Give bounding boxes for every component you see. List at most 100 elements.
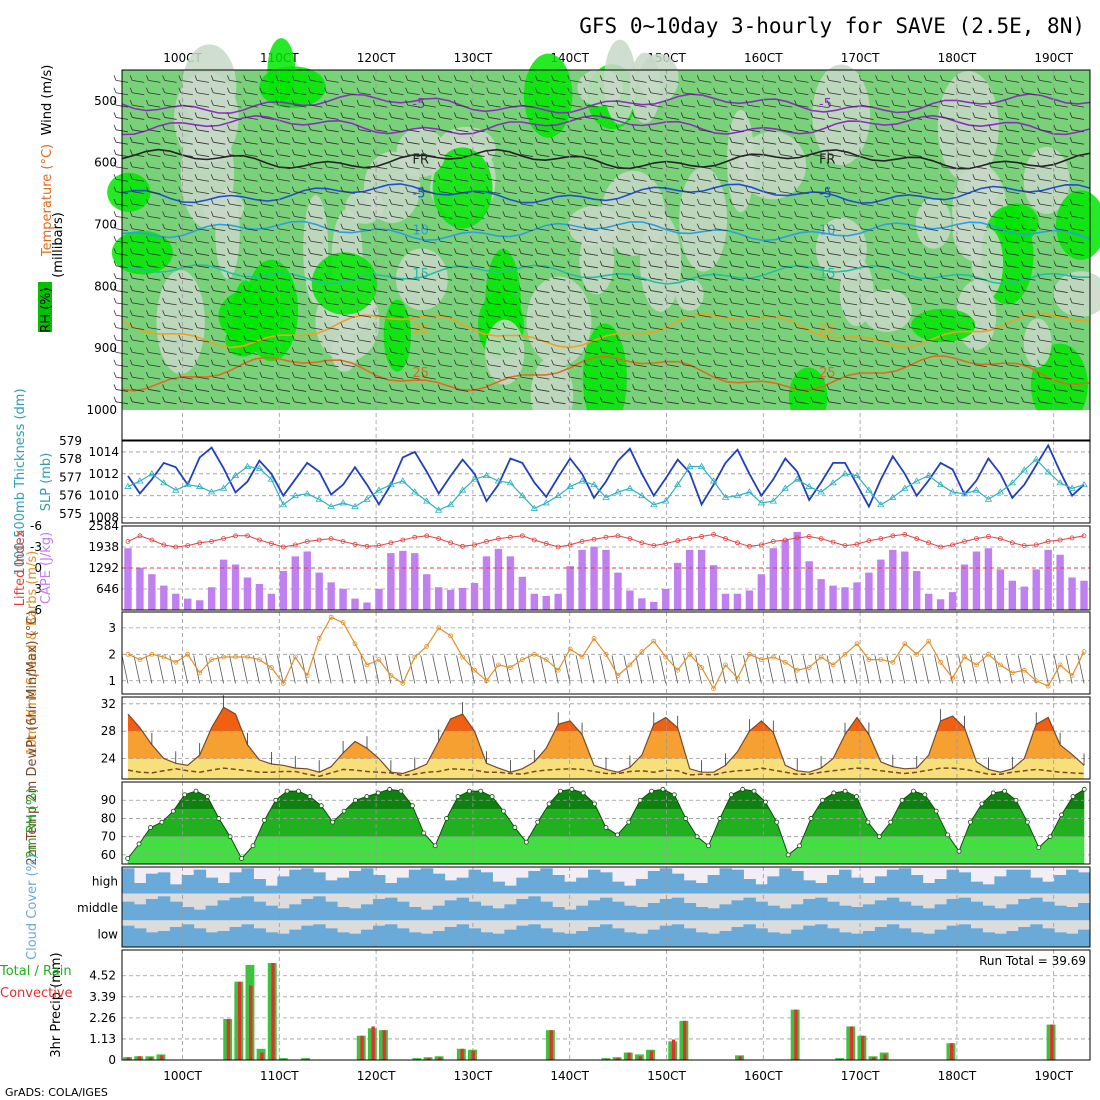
rh-dry-patch xyxy=(629,52,661,124)
rh-dry-patch xyxy=(180,119,235,229)
wind-barb xyxy=(632,273,647,281)
wind-barb xyxy=(810,371,825,380)
thickness-point xyxy=(1056,479,1064,486)
cloud-bar xyxy=(289,929,302,947)
wind-barb xyxy=(972,87,987,96)
wind-barb xyxy=(875,124,890,133)
wind-barb xyxy=(340,99,355,108)
cloud-bar xyxy=(1018,869,1031,894)
wind-barb xyxy=(713,174,728,182)
wind-barb xyxy=(146,211,161,219)
wind-barb xyxy=(210,124,226,133)
cape-bar xyxy=(829,585,837,610)
cloud-bar xyxy=(934,929,948,947)
wind-barb xyxy=(340,87,355,96)
wind-barb xyxy=(453,223,469,232)
dewpoint-line xyxy=(127,767,1085,778)
wind-speed-point xyxy=(209,657,215,663)
wind-barb xyxy=(615,347,631,355)
wind-barb-10m xyxy=(838,655,846,684)
wind-barb xyxy=(615,211,631,219)
wind-barb xyxy=(534,99,550,108)
wind-barb xyxy=(842,396,858,405)
wind-barb xyxy=(340,124,355,133)
temperature-contour xyxy=(121,264,1090,285)
wind-barb xyxy=(940,124,955,133)
lifted-index-point xyxy=(137,533,143,539)
wind-barb xyxy=(745,223,760,232)
wind-barb xyxy=(858,99,874,108)
cloud-bar xyxy=(480,932,493,947)
cloud-bar xyxy=(1018,899,1031,921)
rh-point xyxy=(307,794,313,799)
thickness-point xyxy=(841,470,849,477)
wind-barb xyxy=(502,359,517,368)
wind-barb xyxy=(389,198,404,207)
wind-barb xyxy=(486,235,501,244)
cloud-bar xyxy=(779,908,792,921)
wind-barb xyxy=(437,396,453,405)
precip-convective-bar xyxy=(471,1050,475,1060)
wind-barb xyxy=(1037,99,1052,108)
wind-barb xyxy=(534,334,550,343)
thickness-point xyxy=(745,488,754,495)
wind-speed-point xyxy=(340,620,346,625)
rh-point xyxy=(876,834,882,840)
wind-barb xyxy=(1053,235,1068,244)
wind-barb xyxy=(891,310,906,318)
wind-barb xyxy=(648,248,663,256)
wind-barb xyxy=(1021,396,1036,405)
wind-barb xyxy=(583,384,598,392)
wind-barb xyxy=(340,112,355,120)
wind-barb xyxy=(405,273,420,281)
cloud-bar xyxy=(229,897,243,921)
wind-barb xyxy=(696,310,712,318)
cape-bar xyxy=(219,559,228,610)
wind-barb xyxy=(518,75,534,83)
lifted-index-point xyxy=(579,539,585,544)
wind-barb xyxy=(259,273,274,281)
wind-barb xyxy=(842,75,858,83)
cloud-bar xyxy=(265,932,278,947)
cape-bar xyxy=(614,572,622,610)
wind-barb xyxy=(777,297,793,306)
wind-barb xyxy=(810,235,825,244)
cloud-bar xyxy=(623,932,637,947)
wind-barb xyxy=(875,137,890,145)
wind-barb xyxy=(988,384,1004,392)
cloud-bar xyxy=(564,881,577,894)
wind-barb xyxy=(680,174,696,182)
rh-point xyxy=(193,788,199,794)
wind-barb xyxy=(956,297,971,306)
chart-title: GFS 0~10day 3-hourly for SAVE (2.5E, 8N) xyxy=(579,14,1085,38)
wind-barb xyxy=(178,223,193,232)
wind-barb xyxy=(470,334,485,343)
wind-barb-10m xyxy=(515,655,523,684)
lifted-index-point xyxy=(663,541,669,546)
wind-barb xyxy=(534,347,550,355)
wind-barb xyxy=(810,99,825,108)
wind-barb xyxy=(308,371,323,380)
wind-barb xyxy=(129,347,145,355)
wind-barb xyxy=(534,396,550,405)
wind-barb xyxy=(1069,174,1085,182)
wind-barb xyxy=(842,248,858,256)
rh-band xyxy=(127,789,1085,810)
wind-barb xyxy=(680,186,696,195)
wind-barb xyxy=(858,248,874,256)
wind-barb xyxy=(129,161,145,170)
cloud-bar xyxy=(671,924,685,947)
rh-point xyxy=(592,801,598,807)
cloud-bar xyxy=(946,869,960,894)
wind-barb xyxy=(437,359,453,368)
wind-barb xyxy=(891,161,906,170)
wind-barb xyxy=(194,112,210,120)
rh-point xyxy=(182,792,188,798)
cloud-bar xyxy=(480,872,493,894)
wind-barb xyxy=(275,334,291,343)
wind-barb xyxy=(1053,285,1068,293)
wind-barb xyxy=(713,186,728,195)
wind-barb xyxy=(1021,371,1036,380)
wind-barb xyxy=(146,359,161,368)
wind-barb xyxy=(810,161,825,170)
